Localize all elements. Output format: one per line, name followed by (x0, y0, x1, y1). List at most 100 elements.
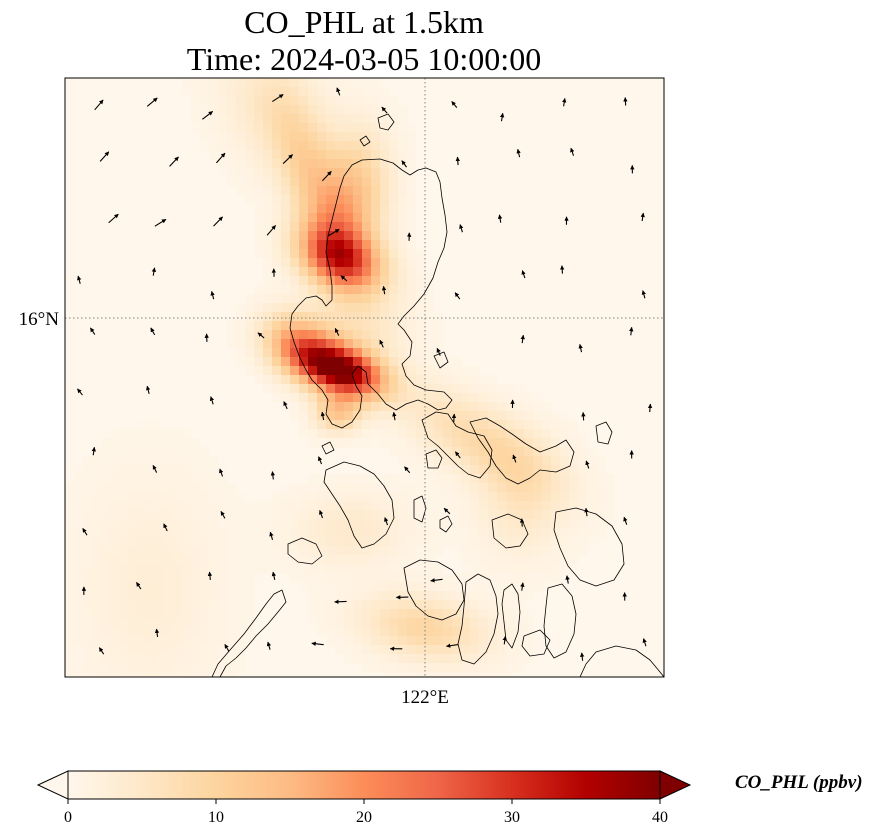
heat-cell (524, 420, 534, 430)
heat-cell (209, 105, 219, 115)
heat-cell (335, 555, 345, 565)
heat-cell (551, 438, 561, 448)
heat-cell (119, 501, 129, 511)
heat-cell (164, 465, 174, 475)
heat-cell (263, 303, 273, 313)
heat-cell (128, 519, 138, 529)
heat-cell (326, 132, 336, 142)
wind-arrow (520, 582, 525, 591)
heat-cell (308, 492, 318, 502)
heat-cell (317, 564, 327, 574)
heat-cell (272, 528, 282, 538)
heat-cell (164, 672, 174, 677)
heat-cell (326, 375, 336, 385)
heat-cell (416, 411, 426, 421)
heat-cell (560, 420, 570, 430)
heat-cell (155, 609, 165, 619)
heat-cell (353, 213, 363, 223)
heat-cell (407, 123, 417, 133)
heat-cell (200, 447, 210, 457)
heat-cell (308, 249, 318, 259)
heat-cell (425, 474, 435, 484)
heat-cell (416, 645, 426, 655)
heat-cell (353, 483, 363, 493)
heat-cell (218, 132, 228, 142)
heat-cell (461, 474, 471, 484)
heat-cell (263, 240, 273, 250)
heat-cell (533, 438, 543, 448)
heat-cell (326, 474, 336, 484)
heat-cell (380, 600, 390, 610)
heat-cell (254, 240, 264, 250)
heat-cell (569, 438, 579, 448)
heat-cell (497, 582, 507, 592)
wind-arrow (642, 638, 647, 647)
heat-cell (245, 564, 255, 574)
heat-cell (308, 384, 318, 394)
heat-cell (596, 528, 606, 538)
colorbar-tick-label: 10 (208, 809, 224, 826)
heat-cell (380, 366, 390, 376)
heat-cell (488, 528, 498, 538)
heat-cell (524, 645, 534, 655)
heat-cell (425, 339, 435, 349)
heat-cell (317, 222, 327, 232)
heat-cell (227, 123, 237, 133)
heat-cell (83, 582, 93, 592)
heat-cell (65, 501, 75, 511)
heat-cell (443, 411, 453, 421)
heat-cell (362, 321, 372, 331)
heat-cell (380, 582, 390, 592)
heat-cell (524, 546, 534, 556)
heat-cell (119, 654, 129, 664)
heat-cell (416, 303, 426, 313)
heat-cell (569, 420, 579, 430)
heat-cell (191, 573, 201, 583)
colorbar-ticks: 0 10 20 30 40 (64, 799, 668, 826)
colorbar-tick-label: 40 (652, 809, 668, 826)
heat-cell (128, 537, 138, 547)
heat-cell (425, 456, 435, 466)
heat-cell (236, 96, 246, 106)
heat-cell (335, 240, 345, 250)
heat-cell (542, 546, 552, 556)
heat-cell (569, 456, 579, 466)
heat-cell (551, 546, 561, 556)
heat-cell (326, 276, 336, 286)
heat-cell (560, 546, 570, 556)
heat-cell (326, 195, 336, 205)
heat-cell (389, 150, 399, 160)
heat-cell (119, 465, 129, 475)
heat-cell (281, 240, 291, 250)
heat-cell (155, 429, 165, 439)
heat-cell (515, 438, 525, 448)
wind-arrow (629, 326, 634, 336)
heat-cell (308, 582, 318, 592)
heat-cell (389, 123, 399, 133)
heat-cell (209, 600, 219, 610)
heat-cell (380, 438, 390, 448)
heat-cell (362, 366, 372, 376)
heat-cell (263, 510, 273, 520)
heat-cell (74, 537, 84, 547)
colorbar-label: CO_PHL (ppbv) (735, 772, 863, 793)
heat-cell (542, 402, 552, 412)
heat-cell (389, 357, 399, 367)
heat-cell (191, 537, 201, 547)
heat-cell (515, 636, 525, 646)
heat-cell (173, 591, 183, 601)
heat-cell (200, 564, 210, 574)
wind-arrow (136, 582, 142, 590)
heat-cell (218, 564, 228, 574)
heat-cell (452, 483, 462, 493)
heat-cell (353, 402, 363, 412)
heat-cell (299, 114, 309, 124)
colorbar-extend-max (659, 770, 692, 800)
heat-cell (407, 186, 417, 196)
heat-cell (353, 420, 363, 430)
heat-cell (236, 555, 246, 565)
heat-cell (299, 87, 309, 97)
heat-cell (479, 429, 489, 439)
heat-cell (272, 393, 282, 403)
heat-cell (281, 330, 291, 340)
